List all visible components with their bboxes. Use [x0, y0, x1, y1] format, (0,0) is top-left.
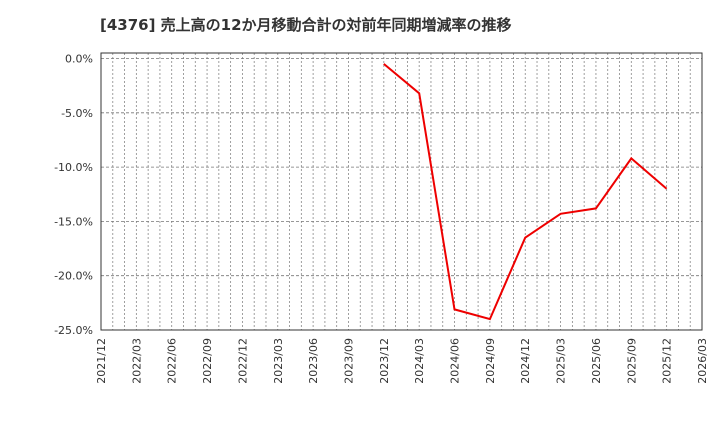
y-tick-label: -10.0%	[54, 161, 93, 174]
x-tick-label: 2024/09	[484, 338, 497, 384]
x-tick-label: 2021/12	[95, 338, 108, 384]
x-tick-label: 2022/03	[130, 338, 143, 384]
x-tick-label: 2023/12	[378, 338, 391, 384]
plot-series	[383, 63, 668, 321]
x-tick-label: 2023/06	[307, 338, 320, 384]
x-tick-label: 2024/12	[519, 338, 532, 384]
chart-title: [4376] 売上高の12か月移動合計の対前年同期増減率の推移	[100, 16, 512, 34]
plot-frame	[100, 52, 703, 331]
x-tick-label: 2025/09	[625, 338, 638, 384]
grid-lines	[101, 53, 702, 330]
y-tick-label: 0.0%	[65, 53, 93, 66]
x-tick-label: 2023/03	[272, 338, 285, 384]
x-tick-label: 2022/09	[201, 338, 214, 384]
x-tick-label: 2024/06	[449, 338, 462, 384]
y-tick-label: -15.0%	[54, 215, 93, 228]
series-line	[383, 63, 668, 321]
y-tick-label: -5.0%	[61, 107, 93, 120]
y-axis: 0.0% -5.0% -10.0% -15.0% -20.0% -25.0%	[54, 53, 93, 338]
x-axis: 2021/12 2022/03 2022/06 2022/09 2022/12 2023/…	[95, 338, 709, 384]
x-tick-label: 2023/09	[342, 338, 355, 384]
y-tick-label: -20.0%	[54, 270, 93, 283]
x-tick-label: 2022/06	[166, 338, 179, 384]
x-tick-label: 2025/03	[555, 338, 568, 384]
x-tick-label: 2022/12	[236, 338, 249, 384]
x-tick-label: 2025/12	[661, 338, 674, 384]
y-tick-label: -25.0%	[54, 324, 93, 337]
x-tick-label: 2026/03	[696, 338, 709, 384]
x-tick-label: 2024/03	[413, 338, 426, 384]
x-tick-label: 2025/06	[590, 338, 603, 384]
